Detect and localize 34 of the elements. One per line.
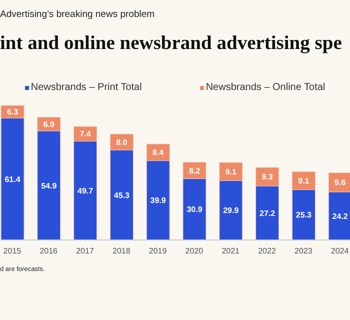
data-label: 9.6 <box>334 178 346 188</box>
x-tick-label: 2021 <box>222 246 240 256</box>
data-label: 8.2 <box>188 166 201 176</box>
data-label: 61.4 <box>4 174 21 184</box>
data-label: 9.1 <box>225 167 238 176</box>
x-tick-label: 2024 <box>330 246 350 256</box>
data-label: 6.3 <box>6 108 19 117</box>
data-label: 39.9 <box>150 196 166 206</box>
legend-label: Newsbrands – Online Total <box>204 82 326 93</box>
data-label: 29.9 <box>223 206 240 216</box>
chart-subtitle: Advertising’s breaking news problem <box>0 9 155 20</box>
data-label: 54.9 <box>41 181 58 190</box>
data-label: 7.4 <box>80 130 92 139</box>
data-label: 27.2 <box>260 208 276 218</box>
x-tick-label: 2022 <box>258 246 276 256</box>
x-tick-label: 2015 <box>3 246 22 256</box>
x-tick-label: 2017 <box>76 246 94 256</box>
x-tick-label: 2019 <box>148 246 168 256</box>
data-label: 6.9 <box>43 120 56 129</box>
data-label: 49.7 <box>78 186 94 196</box>
data-label: 30.9 <box>186 205 203 214</box>
x-tick-label: 2018 <box>112 246 131 256</box>
data-label: 8.0 <box>116 138 128 147</box>
chart-title: int and online newsbrand advertising spe <box>0 33 342 55</box>
x-tick-label: 2023 <box>294 246 313 256</box>
x-tick-label: 2020 <box>185 246 204 256</box>
legend-label: Newsbrands – Print Total <box>30 82 142 93</box>
data-label: 25.3 <box>296 210 312 220</box>
data-label: 8.4 <box>152 148 164 158</box>
data-label: 9.1 <box>298 176 310 186</box>
x-tick-label: 2016 <box>40 246 58 256</box>
data-label: 45.3 <box>114 190 130 200</box>
data-label: 24.2 <box>332 212 348 221</box>
data-label: 9.3 <box>262 172 274 182</box>
